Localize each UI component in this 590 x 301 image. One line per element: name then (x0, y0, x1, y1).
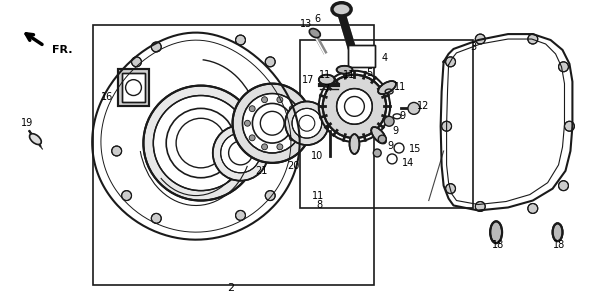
Circle shape (337, 88, 372, 124)
Text: 13: 13 (300, 19, 312, 29)
Text: 11: 11 (319, 70, 331, 80)
Ellipse shape (333, 3, 350, 15)
Text: 15: 15 (409, 144, 421, 154)
Bar (93, 25, 374, 285)
Text: 11: 11 (343, 70, 356, 80)
Circle shape (152, 42, 161, 52)
Circle shape (528, 34, 537, 44)
Circle shape (249, 135, 255, 141)
Circle shape (232, 84, 312, 163)
Ellipse shape (378, 81, 396, 94)
Text: 21: 21 (255, 166, 267, 176)
Text: 9: 9 (399, 111, 405, 121)
Circle shape (476, 202, 485, 211)
Circle shape (565, 121, 575, 131)
Circle shape (445, 57, 455, 67)
Circle shape (261, 144, 267, 150)
Text: 2: 2 (227, 283, 234, 293)
Circle shape (285, 101, 329, 145)
Text: 3: 3 (470, 42, 476, 52)
Bar (117, 69, 149, 107)
Circle shape (384, 116, 394, 126)
Circle shape (292, 108, 322, 138)
Circle shape (249, 106, 255, 112)
Circle shape (378, 135, 386, 143)
Text: 19: 19 (21, 118, 34, 128)
Ellipse shape (332, 2, 352, 16)
Text: 10: 10 (310, 151, 323, 161)
Circle shape (476, 34, 485, 44)
Circle shape (277, 144, 283, 150)
Ellipse shape (371, 127, 386, 144)
Circle shape (143, 85, 258, 200)
Circle shape (559, 62, 568, 72)
Ellipse shape (553, 223, 562, 241)
Text: 12: 12 (417, 101, 430, 111)
Circle shape (221, 133, 260, 173)
Circle shape (280, 97, 290, 107)
Text: 9: 9 (387, 141, 394, 151)
Circle shape (244, 120, 250, 126)
Text: 18: 18 (553, 240, 566, 250)
Circle shape (277, 97, 283, 103)
Circle shape (132, 57, 142, 67)
Circle shape (122, 191, 132, 200)
Circle shape (266, 191, 275, 200)
Text: FR.: FR. (53, 45, 73, 55)
Text: 8: 8 (317, 200, 323, 210)
Circle shape (528, 203, 537, 213)
Circle shape (559, 181, 568, 191)
Ellipse shape (349, 134, 359, 154)
Text: 16: 16 (101, 92, 114, 101)
Circle shape (373, 149, 381, 157)
Text: 7: 7 (323, 84, 330, 94)
Text: 17: 17 (303, 75, 315, 85)
Circle shape (289, 106, 295, 112)
Circle shape (235, 35, 245, 45)
Circle shape (235, 210, 245, 220)
Circle shape (408, 102, 420, 114)
Circle shape (266, 57, 275, 67)
Ellipse shape (319, 75, 335, 85)
Bar (300, 40, 473, 209)
Text: 11: 11 (312, 191, 324, 200)
Bar (122, 73, 145, 102)
Circle shape (153, 95, 248, 191)
Circle shape (289, 135, 295, 141)
Text: 9: 9 (392, 126, 398, 136)
Ellipse shape (309, 29, 320, 38)
Circle shape (294, 120, 300, 126)
Ellipse shape (337, 66, 352, 74)
Circle shape (323, 75, 386, 138)
Circle shape (261, 97, 267, 103)
Text: 14: 14 (402, 158, 414, 168)
Circle shape (445, 184, 455, 194)
Bar (122, 73, 145, 102)
Circle shape (242, 94, 302, 153)
Text: 18: 18 (492, 240, 504, 250)
Text: 5: 5 (366, 68, 373, 78)
Circle shape (213, 125, 268, 181)
Text: 4: 4 (381, 53, 387, 63)
Text: 20: 20 (287, 161, 299, 171)
Ellipse shape (490, 221, 502, 243)
Circle shape (442, 121, 451, 131)
Ellipse shape (30, 134, 41, 144)
Circle shape (152, 213, 161, 223)
Bar (348, 45, 375, 67)
Bar (117, 69, 149, 107)
Bar (348, 45, 375, 67)
Text: 11: 11 (394, 82, 407, 92)
Text: 6: 6 (314, 14, 321, 24)
Circle shape (112, 146, 122, 156)
